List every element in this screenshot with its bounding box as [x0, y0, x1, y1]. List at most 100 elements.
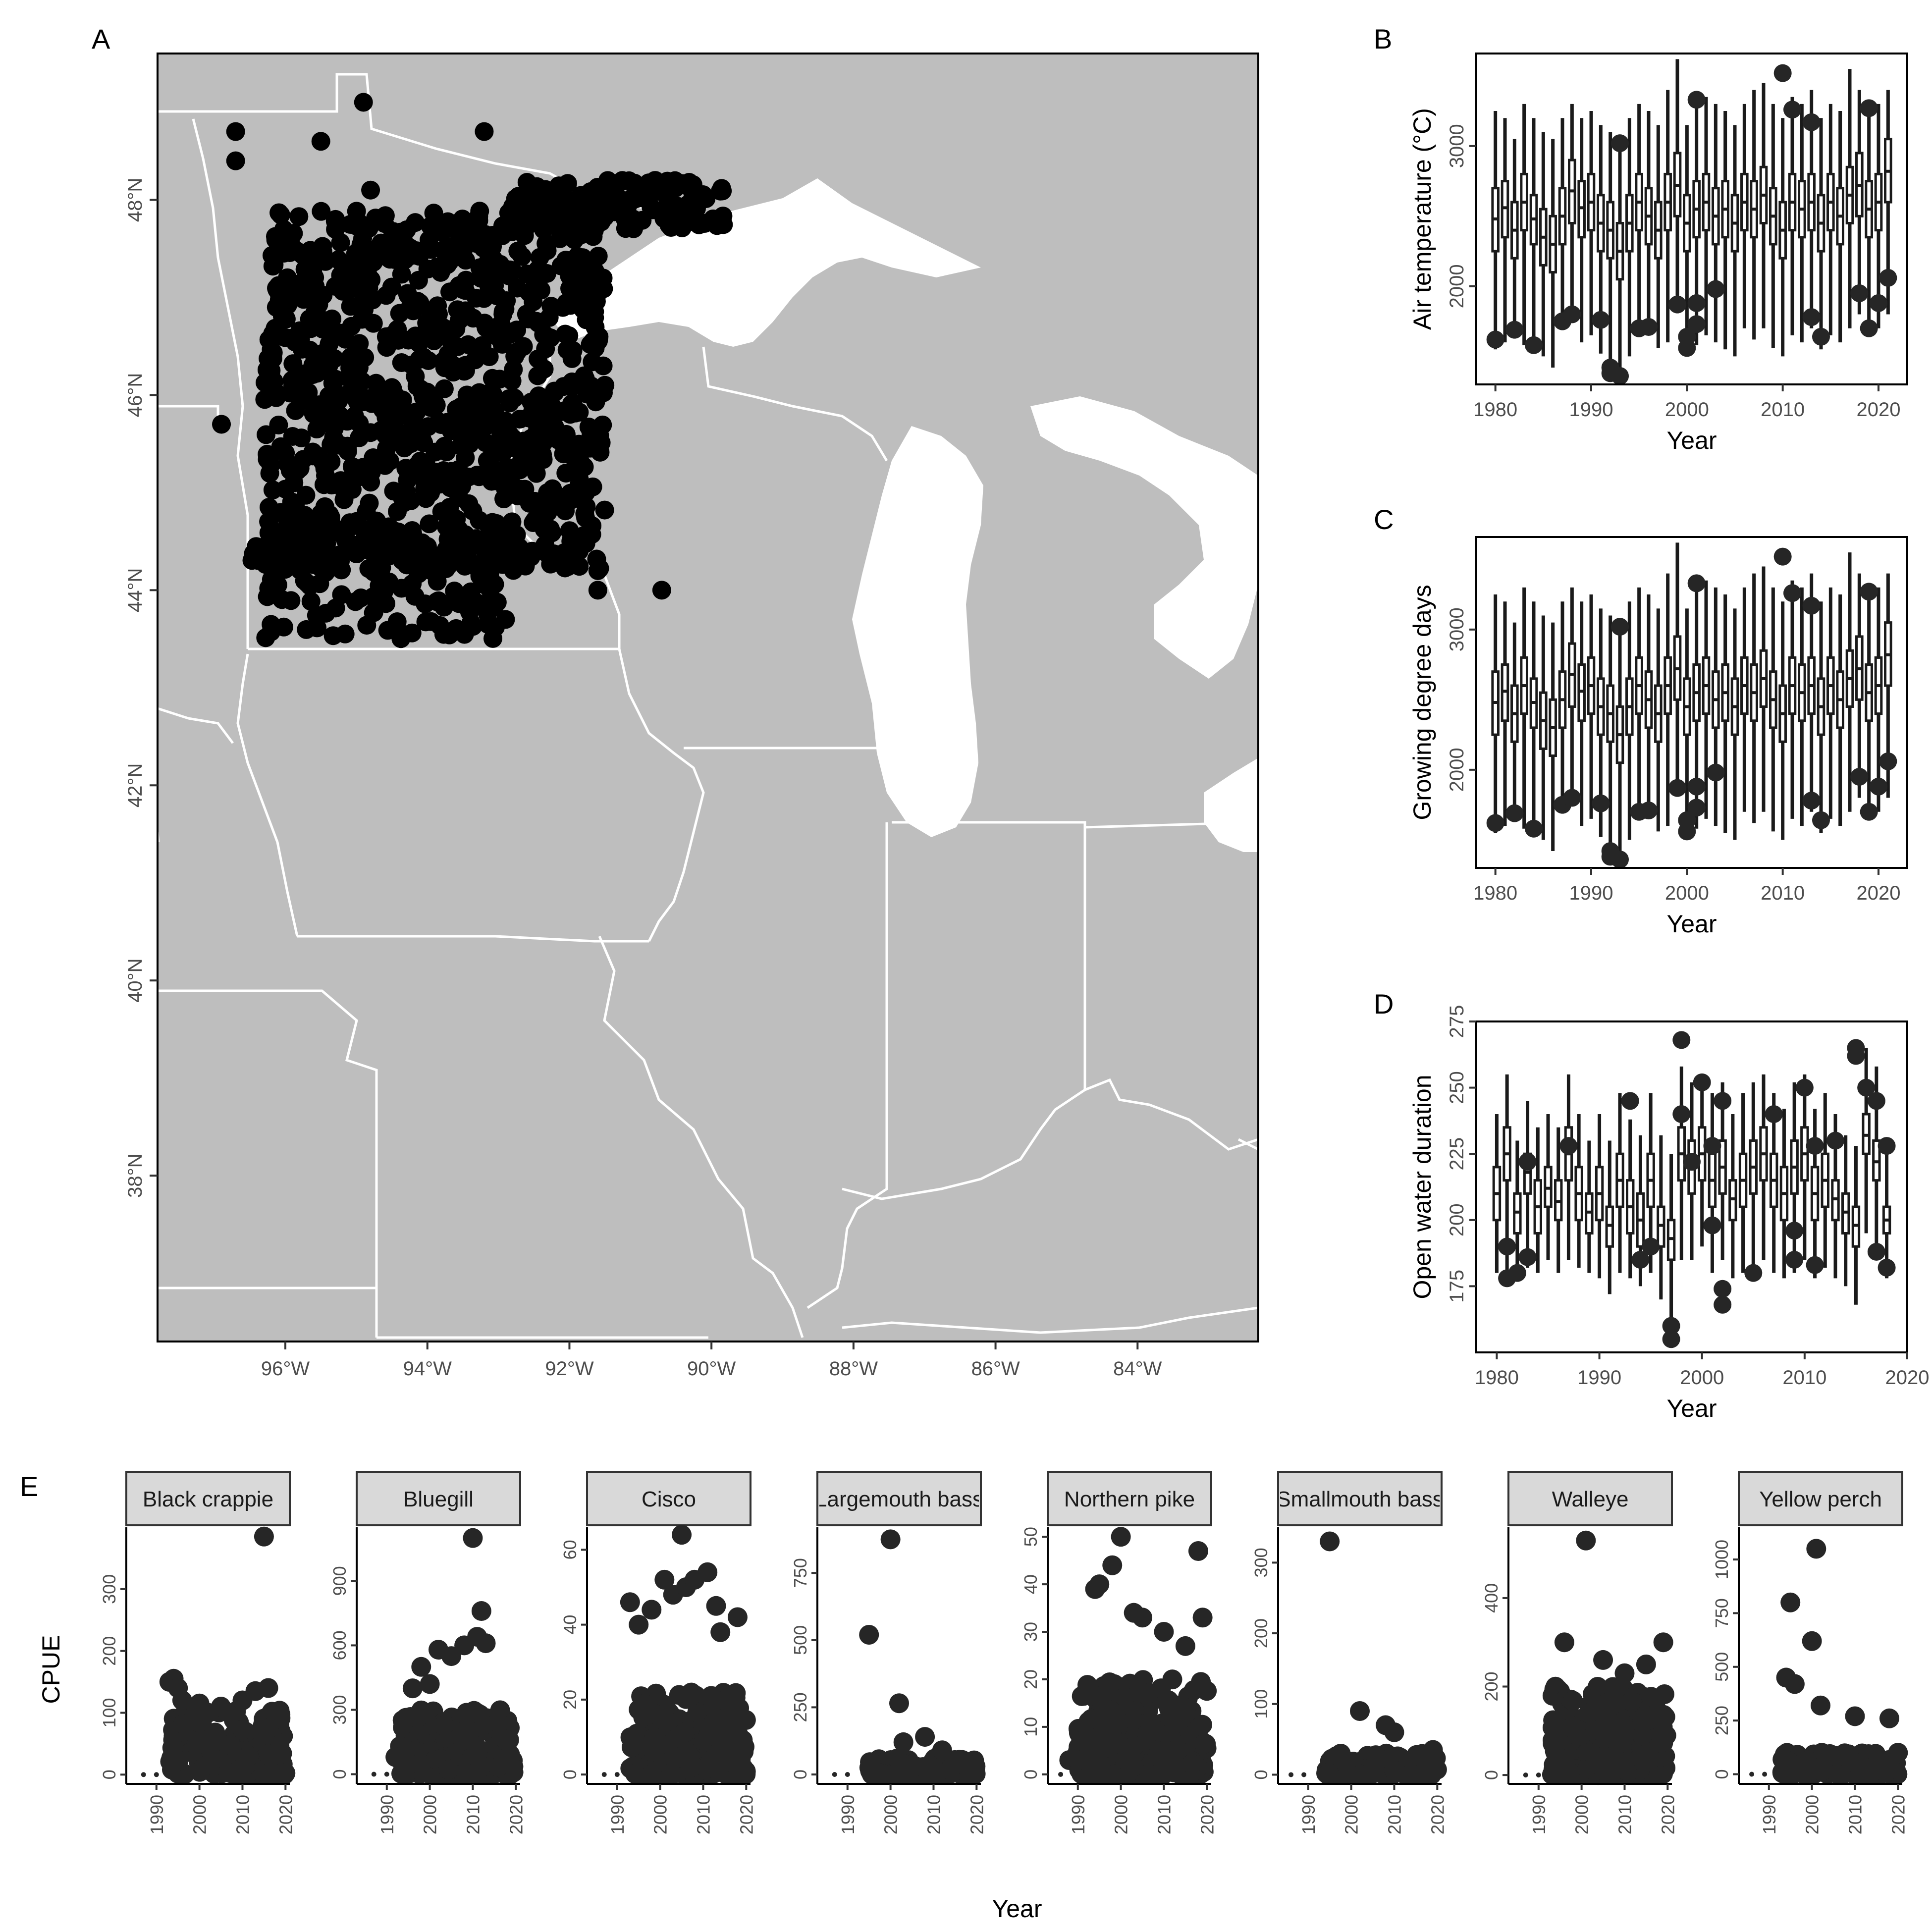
facet-strip — [356, 1471, 521, 1526]
lake-site-point — [322, 452, 341, 472]
map-ytick-label: 44°N — [124, 568, 146, 612]
lake-site-point — [358, 282, 377, 301]
xtick-label: 1990 — [1068, 1795, 1088, 1834]
map-ytick-label: 40°N — [124, 959, 146, 1003]
cpue-point — [859, 1758, 879, 1778]
cpue-point — [1780, 1592, 1801, 1612]
lake-site-point — [595, 500, 614, 520]
cpue-point — [731, 1749, 751, 1770]
cpue-point — [650, 1734, 671, 1755]
cpue-point — [1107, 1732, 1127, 1753]
lake-site-point — [300, 340, 320, 360]
xtick-label: 2010 — [923, 1795, 944, 1834]
ytick-label: 3000 — [1446, 607, 1468, 651]
lake-site-point — [562, 349, 582, 368]
lake-site-point — [495, 460, 515, 479]
cpue-point — [706, 1596, 726, 1616]
map-xticks: 96°W 94°W 92°W 90°W 88°W 86°W 84°W — [261, 1342, 1162, 1380]
lake-site-point — [446, 319, 466, 338]
lake-site-point — [508, 486, 528, 506]
lake-site-point — [360, 493, 379, 513]
ytick-label: 1000 — [1712, 1540, 1732, 1579]
lake-site-point — [289, 537, 309, 557]
lake-site-point — [459, 585, 479, 604]
cpue-point — [1288, 1772, 1294, 1777]
lake-site-point — [460, 434, 479, 454]
cpue-point — [845, 1772, 850, 1777]
cpue-point — [1132, 1608, 1153, 1628]
lake-site-point — [304, 525, 323, 544]
box-outlier — [1783, 101, 1801, 119]
box-outlier — [1678, 339, 1696, 357]
box-outlier — [1795, 1078, 1814, 1097]
cpue-point — [1350, 1701, 1370, 1721]
cpue-point — [489, 1713, 509, 1733]
cpue-point — [371, 1771, 376, 1777]
lake-site-point — [410, 350, 429, 369]
map-ytick-label: 48°N — [124, 178, 146, 222]
lake-site-point — [500, 425, 519, 444]
cpue-point — [1536, 1772, 1541, 1778]
lake-site-point — [555, 214, 575, 233]
facet-cisco: Cisco 0 20 40 60 1990 2000 2010 2020 — [560, 1471, 756, 1834]
cpue-point — [1155, 1740, 1176, 1760]
xtick-label: 2020 — [275, 1795, 296, 1834]
cpue-point — [1104, 1764, 1125, 1784]
lake-site-point — [467, 288, 486, 308]
box-outlier — [1563, 789, 1581, 807]
lake-site-point — [272, 590, 292, 609]
box-outlier — [1812, 327, 1830, 346]
cpue-point — [1636, 1654, 1656, 1674]
cpue-point — [710, 1622, 731, 1642]
cpue-point — [396, 1708, 416, 1728]
lake-site-point — [508, 241, 528, 261]
cpue-point — [642, 1600, 662, 1620]
lake-site-point — [582, 525, 601, 544]
lake-site-point — [226, 122, 245, 141]
cpue-point — [254, 1526, 274, 1547]
xtick-label: 1990 — [607, 1795, 628, 1834]
cpue-point — [642, 1764, 662, 1784]
cpue-point — [896, 1756, 916, 1776]
ytick-label: 3000 — [1446, 124, 1468, 168]
cpue-point — [1124, 1710, 1144, 1730]
cpue-point — [1576, 1530, 1596, 1551]
xtick-label: 2020 — [1888, 1795, 1908, 1834]
lake-site-point — [325, 401, 345, 420]
cpue-point — [1081, 1709, 1101, 1729]
cpue-point — [661, 1763, 682, 1783]
box-outlier — [1672, 1105, 1691, 1124]
lake-site-point — [346, 592, 365, 611]
cpue-point — [1164, 1714, 1184, 1734]
lake-site-point — [502, 512, 522, 532]
box-outlier — [1687, 574, 1706, 592]
lake-site-point — [392, 265, 411, 284]
cpue-point — [1192, 1715, 1212, 1735]
box-outlier — [1802, 792, 1821, 810]
cpue-point — [1655, 1707, 1675, 1727]
box-outlier — [1508, 1264, 1526, 1282]
ytick-label: 200 — [99, 1636, 119, 1666]
lake-site-point — [713, 181, 732, 201]
lake-site-point — [652, 581, 671, 600]
cpue-point — [1151, 1678, 1171, 1699]
cpue-point — [698, 1562, 718, 1582]
box-outlier — [1802, 113, 1821, 131]
xtick-label: 2020 — [736, 1795, 756, 1834]
box-outlier — [1878, 1258, 1896, 1277]
lake-site-point — [280, 383, 300, 403]
ytick-label: 900 — [329, 1566, 350, 1596]
ytick-label: 200 — [1446, 1203, 1468, 1236]
cpue-point — [1423, 1740, 1443, 1760]
lake-site-point — [447, 509, 466, 529]
lake-site-point — [346, 244, 365, 263]
lake-site-point — [351, 219, 371, 238]
cpue-point — [1806, 1539, 1826, 1559]
cpue-point — [1811, 1695, 1830, 1716]
xtick-label: 2000 — [1665, 882, 1709, 904]
box-outlier — [1765, 1105, 1783, 1124]
lake-site-point — [274, 220, 293, 239]
box-outlier — [1486, 330, 1504, 349]
lake-site-point — [406, 326, 425, 346]
